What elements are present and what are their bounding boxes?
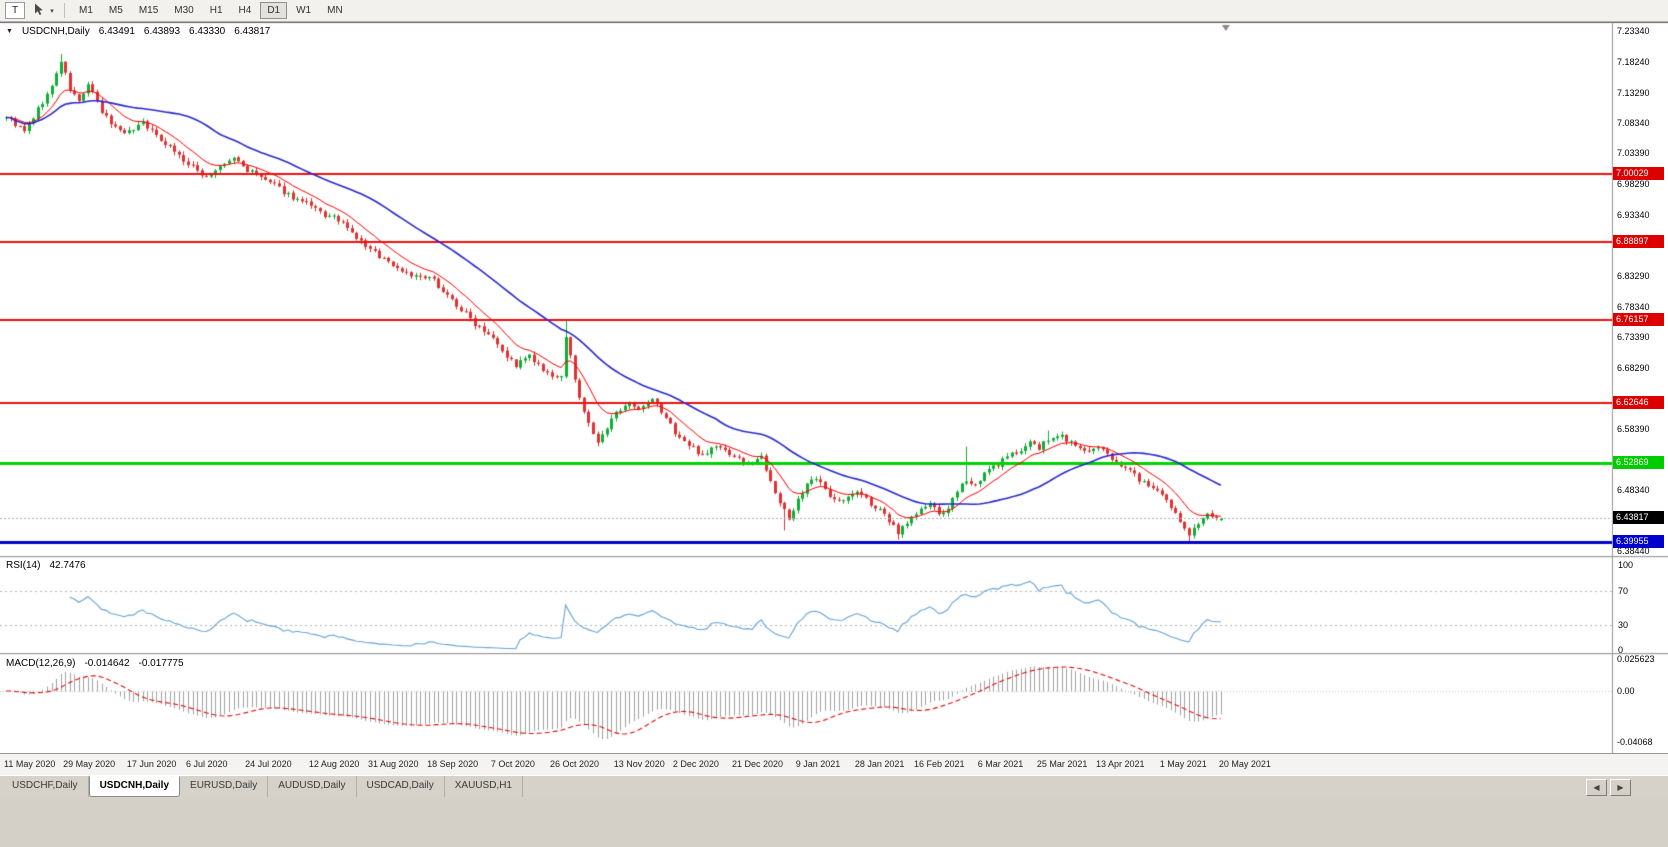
ohlc-high: 6.43893 xyxy=(143,26,181,37)
rsi-value: 42.7476 xyxy=(49,560,86,571)
chart-tab-usdchf[interactable]: USDCHF,Daily xyxy=(2,776,89,797)
price-axis-label: 6.73390 xyxy=(1617,331,1650,342)
symbol-ohlc-label: ▼ USDCNH,Daily 6.43491 6.43893 6.43330 6… xyxy=(6,26,270,37)
macd-axis-label: 0.00 xyxy=(1617,686,1635,696)
timeframe-button-m15[interactable]: M15 xyxy=(132,2,165,19)
status-area xyxy=(0,799,1668,847)
price-badge-support-blue: 6.39955 xyxy=(1613,534,1664,548)
time-axis-label: 28 Jan 2021 xyxy=(854,759,905,769)
timeframe-button-m30[interactable]: M30 xyxy=(167,2,200,19)
price-axis-label: 6.93340 xyxy=(1617,209,1650,220)
time-axis-label: 21 Dec 2020 xyxy=(732,759,784,769)
macd-main-value: -0.014642 xyxy=(84,658,130,669)
time-axis-label: 31 Aug 2020 xyxy=(368,759,419,769)
cursor-tool-button[interactable] xyxy=(29,2,47,19)
price-badge-resistance-3: 6.76157 xyxy=(1613,312,1664,326)
price-badge-resistance-2: 6.88897 xyxy=(1613,234,1664,248)
time-axis-label: 6 Mar 2021 xyxy=(977,759,1024,769)
timeframe-button-d1[interactable]: D1 xyxy=(260,2,288,19)
cursor-pointer-icon xyxy=(33,3,44,19)
rsi-axis-label: 70 xyxy=(1618,585,1629,596)
price-axis-label: 6.83290 xyxy=(1617,271,1650,282)
tabs-scroll-right-button[interactable]: ▶ xyxy=(1610,779,1631,796)
rsi-axis-label: 30 xyxy=(1618,619,1629,630)
ohlc-low: 6.43330 xyxy=(189,26,226,37)
time-axis-label: 13 Nov 2020 xyxy=(613,759,665,769)
timeframe-button-h1[interactable]: H1 xyxy=(203,2,230,19)
timeframe-button-mn[interactable]: MN xyxy=(320,2,350,19)
price-axis-label: 6.58390 xyxy=(1617,423,1650,434)
chart-tabs-bar: USDCHF,Daily USDCNH,Daily EURUSD,Daily AUDU… xyxy=(0,775,1668,799)
time-axis-label: 1 May 2021 xyxy=(1159,759,1207,769)
price-badge-resistance-1: 7.00029 xyxy=(1613,166,1664,180)
price-badge-current-price: 6.43817 xyxy=(1613,511,1664,525)
toolbar-separator xyxy=(64,3,65,18)
ohlc-open: 6.43491 xyxy=(98,26,135,37)
chart-tab-eurusd[interactable]: EURUSD,Daily xyxy=(180,776,269,797)
timeframe-button-h4[interactable]: H4 xyxy=(232,2,259,19)
macd-signal-value: -0.017775 xyxy=(138,658,184,669)
time-axis-label: 18 Sep 2020 xyxy=(427,759,479,769)
cursor-dropdown-caret-icon[interactable]: ▾ xyxy=(47,2,57,19)
macd-title: MACD(12,26,9) xyxy=(6,658,76,669)
price-chart-canvas[interactable] xyxy=(0,22,1668,753)
time-axis[interactable]: 11 May 2020 29 May 2020 17 Jun 2020 6 Jul 2… xyxy=(0,753,1668,775)
time-axis-label: 2 Dec 2020 xyxy=(672,759,719,769)
time-axis-label: 11 May 2020 xyxy=(4,759,56,769)
time-axis-label: 24 Jul 2020 xyxy=(245,759,292,769)
macd-axis-label: -0.04068 xyxy=(1617,736,1653,747)
rsi-axis-label: 100 xyxy=(1618,560,1634,570)
tabs-scroll-left-button[interactable]: ◀ xyxy=(1586,779,1607,796)
ohlc-close: 6.43817 xyxy=(234,26,271,37)
time-axis-label: 17 Jun 2020 xyxy=(126,759,177,769)
time-axis-label: 26 Oct 2020 xyxy=(550,759,600,769)
price-axis-label: 7.03390 xyxy=(1617,148,1650,159)
time-axis-label: 16 Feb 2021 xyxy=(914,759,965,769)
time-axis-label: 9 Jan 2021 xyxy=(795,759,841,769)
symbol-marker-icon[interactable]: ▼ xyxy=(6,28,13,35)
macd-axis-label: 0.025623 xyxy=(1617,653,1655,664)
price-badge-support-green: 6.52869 xyxy=(1613,455,1664,469)
rsi-axis-label: 0 xyxy=(1618,645,1624,655)
time-axis-label: 12 Aug 2020 xyxy=(308,759,360,769)
time-axis-label: 20 May 2021 xyxy=(1218,759,1271,769)
tab-scroll-controls: ◀ ▶ xyxy=(1586,779,1631,796)
price-axis-label: 7.23340 xyxy=(1617,26,1650,36)
chart-tab-usdcad[interactable]: USDCAD,Daily xyxy=(357,776,445,797)
time-axis-label: 13 Apr 2021 xyxy=(1096,759,1145,769)
price-axis-label: 6.68290 xyxy=(1617,363,1650,374)
time-axis-label: 29 May 2020 xyxy=(63,759,116,769)
time-axis-label: 6 Jul 2020 xyxy=(186,759,228,769)
symbol-name: USDCNH,Daily xyxy=(21,26,90,37)
timeframe-button-w1[interactable]: W1 xyxy=(289,2,318,19)
timeframe-button-m5[interactable]: M5 xyxy=(102,2,130,19)
price-axis-label: 7.08340 xyxy=(1617,117,1650,128)
price-badge-resistance-4: 6.62646 xyxy=(1613,395,1664,409)
rsi-indicator-label: RSI(14) 42.7476 xyxy=(6,560,86,571)
macd-indicator-label: MACD(12,26,9) -0.014642 -0.017775 xyxy=(6,658,184,669)
chart-tabs: USDCHF,Daily USDCNH,Daily EURUSD,Daily AUDU… xyxy=(0,776,1668,799)
price-axis-label: 6.98290 xyxy=(1617,179,1650,190)
time-axis-label: 25 Mar 2021 xyxy=(1036,759,1088,769)
price-axis-label: 6.48340 xyxy=(1617,485,1650,496)
rsi-title: RSI(14) xyxy=(6,560,41,571)
timeframe-group: M1 M5 M15 M30 H1 H4 D1 W1 MN xyxy=(72,2,350,19)
chart-tab-audusd[interactable]: AUDUSD,Daily xyxy=(268,776,357,797)
price-axis-label: 7.18240 xyxy=(1617,57,1650,68)
timeframe-button-m1[interactable]: M1 xyxy=(72,2,100,19)
price-axis-label: 7.13290 xyxy=(1617,87,1650,98)
price-axis-label: 6.78340 xyxy=(1617,301,1650,312)
price-axis-label: 6.38440 xyxy=(1617,546,1650,556)
chart-tab-usdcnh[interactable]: USDCNH,Daily xyxy=(88,776,181,797)
chart-tab-xauusd[interactable]: XAUUSD,H1 xyxy=(445,776,523,797)
time-axis-label: 7 Oct 2020 xyxy=(490,759,535,769)
chart-toolbar: T ▾ M1 M5 M15 M30 H1 H4 D1 W1 MN xyxy=(0,0,1668,22)
chart-window: ▼ USDCNH,Daily 6.43491 6.43893 6.43330 6… xyxy=(0,22,1668,775)
toolbar-t-button[interactable]: T xyxy=(5,2,25,19)
